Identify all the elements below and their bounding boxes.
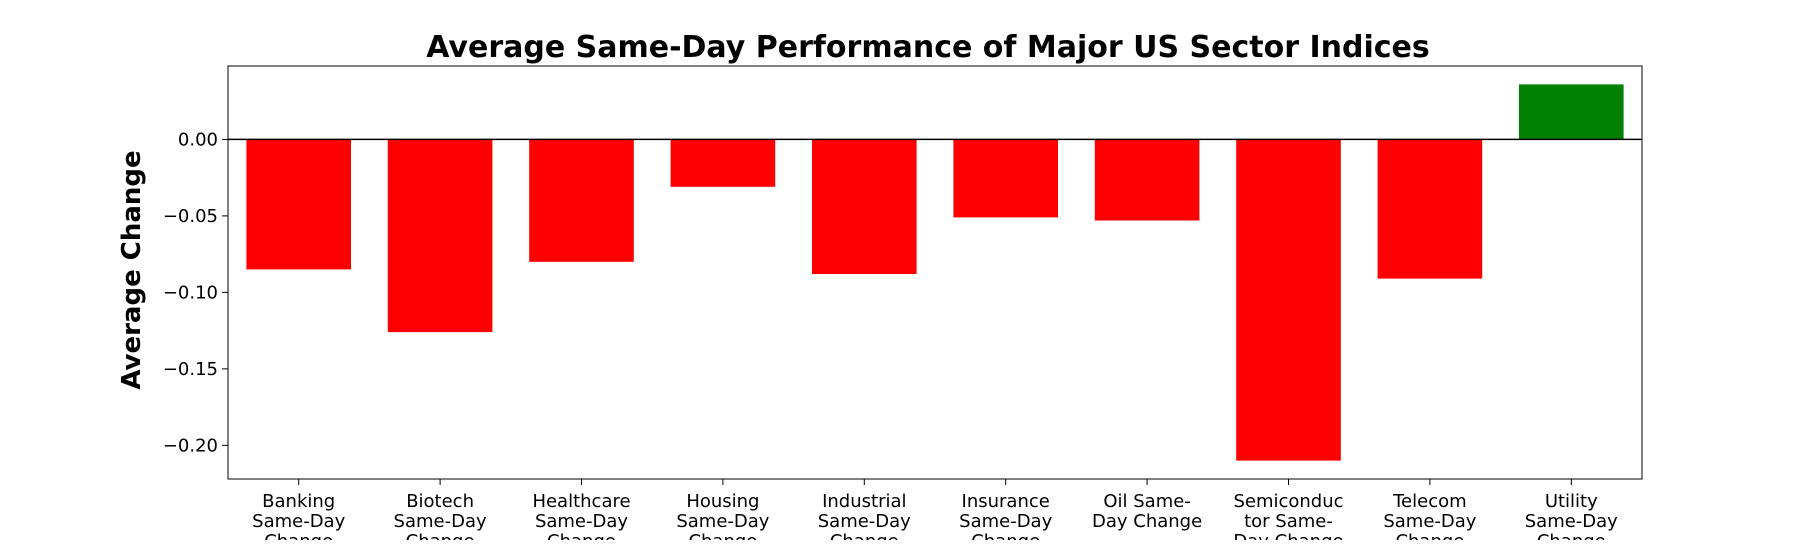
x-tick-label-line: Semiconduc — [1233, 491, 1343, 512]
x-tick-label-line: Change — [971, 531, 1040, 540]
y-tick-label: −0.05 — [163, 206, 218, 227]
x-tick-label-line: Same-Day — [394, 511, 487, 532]
y-tick-label: −0.15 — [163, 359, 218, 380]
plot-area: 0.00−0.05−0.10−0.15−0.20BankingSame-DayC… — [163, 65, 1643, 544]
chart-title: Average Same-Day Performance of Major US… — [426, 30, 1429, 65]
y-tick-label: −0.10 — [163, 282, 218, 303]
y-tick-label: −0.20 — [163, 435, 218, 456]
bar — [387, 139, 493, 333]
x-tick-label-line: Change — [547, 531, 616, 540]
x-tick-label-line: Housing — [686, 491, 759, 512]
x-tick-label-line: Same-Day — [959, 511, 1052, 532]
bar — [1519, 84, 1624, 140]
x-tick-label-line: Insurance — [962, 491, 1050, 512]
bar — [670, 139, 776, 187]
bar — [246, 139, 351, 270]
x-tick-label-line: Change — [1537, 531, 1606, 540]
bar — [1094, 139, 1200, 221]
x-tick-label-line: Industrial — [822, 491, 906, 512]
x-tick-label-line: Same-Day — [535, 511, 628, 532]
bar — [812, 139, 917, 274]
x-tick-label-line: Change — [830, 531, 899, 540]
x-tick-label-line: Change — [688, 531, 757, 540]
x-tick-label-line: Day Change — [1092, 511, 1202, 532]
x-tick-label-line: Telecom — [1392, 491, 1467, 512]
x-tick-label-line: Utility — [1545, 491, 1598, 512]
bar — [1377, 139, 1483, 279]
x-tick-label-line: Change — [264, 531, 333, 540]
x-tick-label-line: Biotech — [406, 491, 474, 512]
x-tick-label-line: Day Change — [1233, 531, 1343, 540]
x-tick-label-line: Oil Same- — [1103, 491, 1190, 512]
plot-frame — [227, 65, 1643, 480]
y-tick-label: 0.00 — [178, 129, 218, 150]
x-tick-label-line: tor Same- — [1244, 511, 1333, 532]
y-axis-label: Average Change — [117, 150, 147, 389]
x-tick-label-line: Same-Day — [1525, 511, 1618, 532]
x-tick-label-line: Change — [1395, 531, 1464, 540]
bar — [953, 139, 1058, 218]
x-tick-label-line: Same-Day — [818, 511, 911, 532]
x-tick-label-line: Same-Day — [676, 511, 769, 532]
x-tick-label-line: Healthcare — [532, 491, 630, 512]
bar — [1236, 139, 1341, 461]
x-tick-label-line: Change — [406, 531, 475, 540]
x-tick-label-line: Same-Day — [1383, 511, 1476, 532]
x-tick-label-line: Same-Day — [252, 511, 345, 532]
x-tick-label-line: Banking — [262, 491, 335, 512]
x-tick-label: Oil Same-Day Change — [1092, 491, 1202, 532]
bar — [529, 139, 634, 262]
